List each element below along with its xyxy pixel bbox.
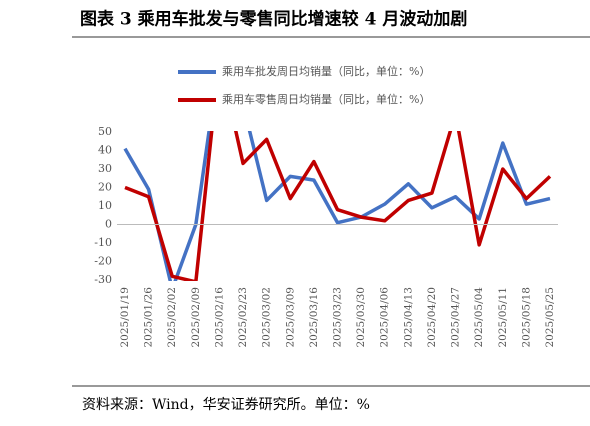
y-tick-label: -20 (94, 255, 112, 268)
x-tick-label: 2025/03/30 (355, 287, 367, 348)
source-note: 资料来源：Wind，华安证券研究所。单位：% (82, 397, 370, 413)
x-tick-label: 2025/02/02 (166, 287, 178, 348)
x-tick-label: 2025/01/26 (143, 287, 155, 348)
x-tick-label: 2025/03/16 (308, 287, 320, 348)
legend-label: 乘用车零售周日均销量（同比，单位：%） (222, 92, 430, 106)
y-tick-label: 30 (98, 162, 112, 175)
x-tick-label: 2025/04/27 (450, 287, 462, 348)
y-tick-label: -10 (94, 236, 112, 249)
x-tick-label: 2025/02/09 (190, 287, 202, 348)
x-tick-label: 2025/05/18 (520, 287, 532, 348)
y-tick-label: 10 (98, 199, 112, 212)
series-line (124, 131, 552, 281)
legend-label: 乘用车批发周日均销量（同比，单位：%） (222, 64, 430, 78)
x-tick-label: 2025/04/06 (379, 287, 391, 348)
x-tick-label: 2025/05/04 (473, 287, 485, 348)
x-tick-label: 2025/01/19 (119, 287, 131, 348)
x-tick-label: 2025/02/23 (237, 287, 249, 348)
y-tick-label: 0 (105, 218, 112, 231)
x-tick-label: 2025/03/09 (284, 287, 296, 348)
chart-title: 图表 3 乘用车批发与零售同比增速较 4 月波动加剧 (80, 9, 467, 30)
x-tick-label: 2025/05/25 (544, 287, 556, 348)
x-tick-label: 2025/05/11 (497, 287, 509, 348)
x-tick-label: 2025/04/13 (402, 287, 414, 348)
y-tick-label: -30 (94, 273, 112, 286)
y-tick-label: 40 (98, 144, 112, 157)
x-tick-label: 2025/03/02 (261, 287, 273, 348)
y-tick-label: 20 (98, 181, 112, 194)
x-tick-label: 2025/04/20 (426, 287, 438, 348)
x-tick-label: 2025/02/16 (213, 287, 225, 348)
y-tick-label: 50 (98, 125, 112, 138)
x-tick-label: 2025/03/23 (332, 287, 344, 348)
